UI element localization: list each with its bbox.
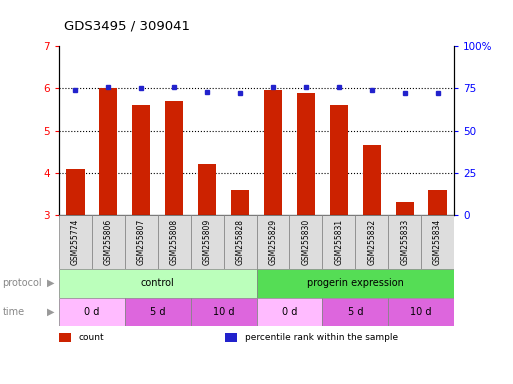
Bar — [388, 298, 454, 326]
Text: 0 d: 0 d — [282, 307, 297, 317]
Text: GSM255834: GSM255834 — [433, 219, 442, 265]
Bar — [59, 215, 92, 269]
Text: control: control — [141, 278, 174, 288]
Bar — [125, 215, 158, 269]
Text: 0 d: 0 d — [84, 307, 100, 317]
Bar — [297, 93, 315, 215]
Text: count: count — [79, 333, 104, 342]
Bar — [132, 105, 150, 215]
Bar — [59, 269, 256, 298]
Text: time: time — [3, 307, 25, 317]
Bar — [256, 298, 322, 326]
Text: GSM255808: GSM255808 — [170, 219, 179, 265]
Text: GSM255807: GSM255807 — [137, 219, 146, 265]
Bar — [363, 146, 381, 215]
Bar — [125, 298, 191, 326]
Text: percentile rank within the sample: percentile rank within the sample — [245, 333, 398, 342]
Text: progerin expression: progerin expression — [307, 278, 404, 288]
Bar — [428, 190, 447, 215]
Bar — [355, 215, 388, 269]
Bar — [256, 215, 289, 269]
Bar — [421, 215, 454, 269]
Text: ▶: ▶ — [47, 307, 55, 317]
Bar — [66, 169, 85, 215]
Text: GSM255829: GSM255829 — [268, 219, 278, 265]
Bar — [330, 105, 348, 215]
Bar — [224, 215, 256, 269]
Bar — [59, 333, 71, 343]
Text: GSM255809: GSM255809 — [203, 219, 212, 265]
Text: GSM255830: GSM255830 — [301, 219, 310, 265]
Bar — [388, 215, 421, 269]
Bar — [100, 88, 117, 215]
Bar — [231, 190, 249, 215]
Text: protocol: protocol — [3, 278, 42, 288]
Text: 10 d: 10 d — [410, 307, 432, 317]
Bar — [322, 298, 388, 326]
Text: GDS3495 / 309041: GDS3495 / 309041 — [64, 19, 190, 32]
Bar — [191, 298, 256, 326]
Text: GSM255806: GSM255806 — [104, 219, 113, 265]
Text: GSM255831: GSM255831 — [334, 219, 343, 265]
Bar — [165, 101, 183, 215]
Bar — [264, 90, 282, 215]
Bar — [289, 215, 322, 269]
Bar — [322, 215, 355, 269]
Bar — [158, 215, 191, 269]
Text: 5 d: 5 d — [150, 307, 166, 317]
Bar — [396, 202, 413, 215]
Text: GSM255832: GSM255832 — [367, 219, 376, 265]
Bar — [92, 215, 125, 269]
Bar — [256, 269, 454, 298]
Bar — [59, 298, 125, 326]
Bar — [225, 333, 236, 343]
Text: GSM255828: GSM255828 — [235, 219, 245, 265]
Text: GSM255774: GSM255774 — [71, 219, 80, 265]
Text: ▶: ▶ — [47, 278, 55, 288]
Text: GSM255833: GSM255833 — [400, 219, 409, 265]
Bar — [198, 164, 216, 215]
Text: 5 d: 5 d — [347, 307, 363, 317]
Bar — [191, 215, 224, 269]
Text: 10 d: 10 d — [213, 307, 234, 317]
